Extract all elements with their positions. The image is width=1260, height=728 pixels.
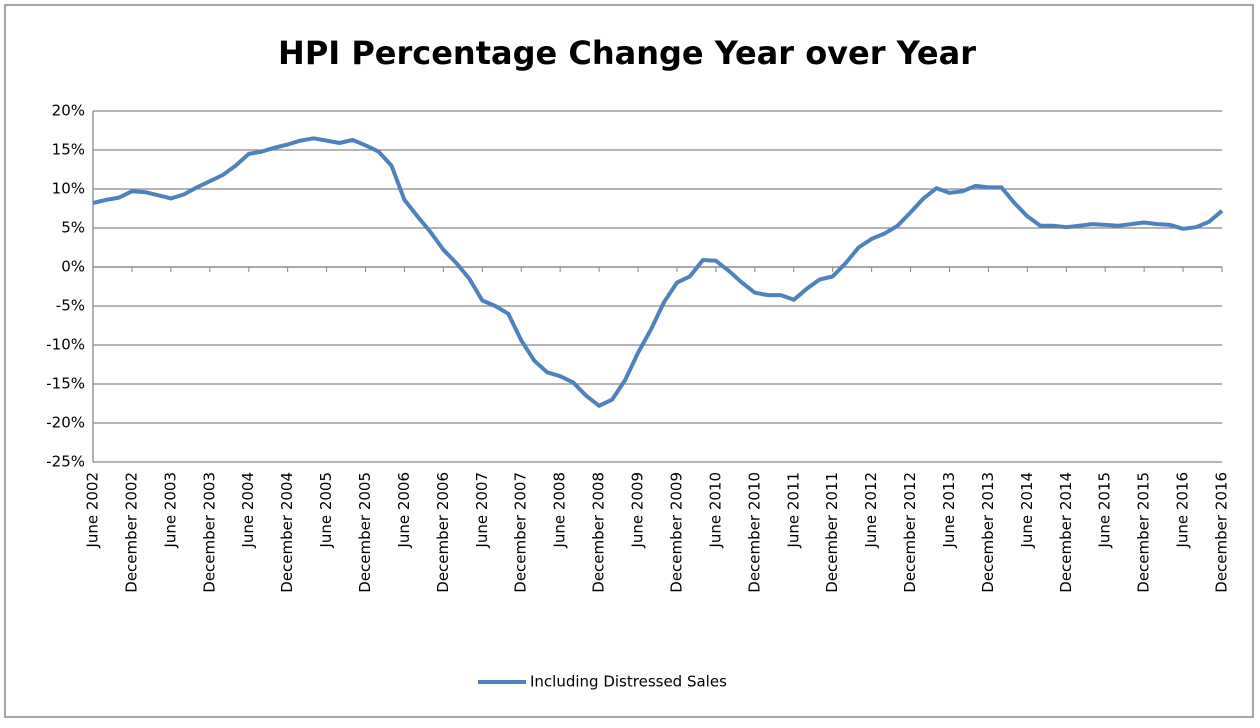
x-tick-label: June 2011 — [784, 472, 802, 549]
x-tick-label: June 2004 — [239, 472, 257, 549]
x-tick-label: December 2008 — [590, 472, 608, 593]
x-tick-label: December 2015 — [1135, 472, 1153, 593]
x-tick-label: December 2016 — [1213, 472, 1231, 593]
y-tick-label: -25% — [46, 453, 85, 471]
x-tick-label: December 2009 — [667, 472, 685, 593]
x-tick-label: December 2003 — [200, 472, 218, 593]
x-tick-label: December 2011 — [823, 472, 841, 593]
x-tick-label: June 2003 — [161, 472, 179, 549]
x-tick-label: June 2010 — [706, 472, 724, 549]
x-tick-label: December 2007 — [512, 472, 530, 593]
y-tick-label: 10% — [52, 180, 85, 198]
x-tick-label: June 2012 — [862, 472, 880, 549]
y-tick-label: 20% — [52, 102, 85, 120]
x-tick-label: December 2005 — [356, 472, 374, 593]
x-tick-label: June 2015 — [1096, 472, 1114, 549]
x-tick-label: June 2007 — [473, 472, 491, 549]
x-tick-label: December 2010 — [745, 472, 763, 593]
x-tick-label: December 2013 — [979, 472, 997, 593]
x-tick-label: December 2004 — [278, 472, 296, 593]
x-tick-label: December 2006 — [434, 472, 452, 593]
x-tick-label: December 2014 — [1057, 472, 1075, 593]
y-tick-label: 15% — [52, 141, 85, 159]
x-tick-label: June 2013 — [940, 472, 958, 549]
legend-label: Including Distressed Sales — [530, 673, 727, 691]
y-tick-label: -20% — [46, 414, 85, 432]
x-tick-label: June 2009 — [629, 472, 647, 549]
chart-title: HPI Percentage Change Year over Year — [278, 34, 976, 72]
x-tick-label: December 2012 — [901, 472, 919, 593]
y-tick-label: 5% — [61, 219, 85, 237]
chart-frame — [4, 4, 1254, 718]
y-tick-label: -5% — [56, 297, 85, 315]
data-line — [92, 136, 1224, 408]
x-tick-label: June 2008 — [551, 472, 569, 549]
x-tick-label: June 2005 — [317, 472, 335, 549]
x-tick-label: June 2014 — [1018, 472, 1036, 549]
x-tick-label: June 2002 — [84, 472, 102, 549]
x-tick-label: June 2006 — [395, 472, 413, 549]
x-tick-label: December 2002 — [122, 472, 140, 593]
y-tick-label: -15% — [46, 375, 85, 393]
y-tick-label: 0% — [61, 258, 85, 276]
x-tick-label: June 2016 — [1174, 472, 1192, 549]
y-tick-label: -10% — [46, 336, 85, 354]
